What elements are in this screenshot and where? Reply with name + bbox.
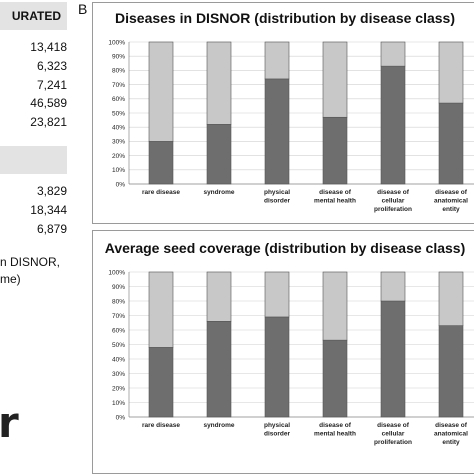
table-value: 13,418 — [30, 40, 67, 54]
bar-segment — [438, 41, 464, 104]
y-tick-label: 50% — [112, 110, 125, 117]
bar-segment — [264, 41, 290, 80]
y-tick-label: 20% — [112, 153, 125, 160]
y-tick-label: 60% — [112, 96, 125, 103]
bar-segment — [438, 271, 464, 326]
table-value: 7,241 — [36, 78, 67, 92]
x-category-label: cellular — [382, 431, 405, 438]
x-category-label: disease of — [435, 422, 468, 429]
y-tick-label: 50% — [112, 342, 125, 349]
x-category-label: physical — [264, 189, 290, 196]
table-note-line: me) — [0, 272, 21, 286]
y-tick-label: 0% — [116, 414, 126, 421]
bar-segment — [264, 271, 290, 318]
x-category-label: anatomical — [434, 198, 468, 205]
y-tick-label: 60% — [112, 327, 125, 334]
x-category-label: rare disease — [142, 189, 180, 196]
bar-segment — [148, 271, 174, 348]
panel-label-b: B — [78, 1, 88, 17]
y-tick-label: 30% — [112, 371, 125, 378]
bar-segment — [206, 124, 232, 185]
table-value: 46,589 — [30, 96, 67, 110]
y-tick-label: 70% — [112, 313, 125, 320]
x-category-label: syndrome — [203, 189, 234, 196]
x-category-label: proliferation — [374, 439, 412, 446]
x-category-label: physical — [264, 422, 290, 429]
table-value: 6,323 — [36, 59, 67, 73]
y-tick-label: 30% — [112, 139, 125, 146]
y-tick-label: 80% — [112, 298, 125, 305]
x-category-label: disease of — [319, 422, 352, 429]
bar-segment — [206, 271, 232, 322]
bar-segment — [322, 116, 348, 185]
bar-segment — [206, 41, 232, 125]
bar-segment — [148, 347, 174, 418]
x-category-label: cellular — [382, 198, 405, 205]
x-category-label: disease of — [377, 189, 410, 196]
bar-segment — [206, 321, 232, 418]
x-category-label: entity — [442, 439, 460, 446]
table-note-line: n DISNOR, — [0, 255, 61, 269]
chart-svg: Average seed coverage (distribution by d… — [105, 240, 474, 446]
bar-segment — [380, 41, 406, 67]
x-category-label: proliferation — [374, 206, 412, 213]
y-tick-label: 90% — [112, 284, 125, 291]
table-header-curated: URATED — [11, 9, 61, 23]
chart-title: Average seed coverage (distribution by d… — [105, 240, 466, 256]
x-category-label: disease of — [377, 422, 410, 429]
chart-diseases-in-disnor: Diseases in DISNOR (distribution by dise… — [92, 2, 474, 224]
x-category-label: rare disease — [142, 422, 180, 429]
y-tick-label: 0% — [116, 181, 126, 188]
table-value: 3,829 — [36, 184, 67, 198]
table-value: 6,879 — [36, 222, 67, 236]
logo-fragment: r — [0, 398, 19, 447]
bar-segment — [322, 271, 348, 341]
y-tick-label: 40% — [112, 125, 125, 132]
x-category-label: anatomical — [434, 431, 468, 438]
chart-average-seed-coverage: Average seed coverage (distribution by d… — [92, 230, 474, 474]
chart-svg: Diseases in DISNOR (distribution by dise… — [108, 10, 474, 213]
bar-segment — [322, 41, 348, 118]
bar-segment — [380, 65, 406, 185]
y-tick-label: 10% — [112, 400, 125, 407]
bar-segment — [438, 325, 464, 418]
y-tick-label: 80% — [112, 68, 125, 75]
x-category-label: mental health — [314, 431, 356, 438]
y-tick-label: 90% — [112, 54, 125, 61]
y-tick-label: 20% — [112, 385, 125, 392]
x-category-label: disorder — [264, 431, 290, 438]
y-tick-label: 100% — [108, 269, 125, 276]
y-tick-label: 100% — [108, 39, 125, 46]
bar-segment — [264, 316, 290, 418]
x-category-label: entity — [442, 206, 460, 213]
bar-segment — [264, 78, 290, 185]
x-category-label: disease of — [435, 189, 468, 196]
x-category-label: disease of — [319, 189, 352, 196]
bar-segment — [148, 41, 174, 142]
bar-segment — [148, 141, 174, 185]
y-tick-label: 40% — [112, 356, 125, 363]
x-category-label: syndrome — [203, 422, 234, 429]
table-value: 23,821 — [30, 115, 67, 129]
x-category-label: disorder — [264, 198, 290, 205]
table-header-band: URATED — [0, 2, 67, 30]
bar-segment — [322, 339, 348, 418]
y-tick-label: 70% — [112, 82, 125, 89]
left-table-panel: URATED 13,418 6,323 7,241 46,589 23,821 … — [0, 0, 70, 474]
bar-segment — [438, 102, 464, 185]
bar-segment — [380, 271, 406, 302]
table-section-band — [0, 146, 67, 174]
chart-title: Diseases in DISNOR (distribution by dise… — [115, 10, 455, 26]
x-category-label: mental health — [314, 198, 356, 205]
bar-segment — [380, 300, 406, 418]
table-value: 18,344 — [30, 203, 67, 217]
y-tick-label: 10% — [112, 167, 125, 174]
